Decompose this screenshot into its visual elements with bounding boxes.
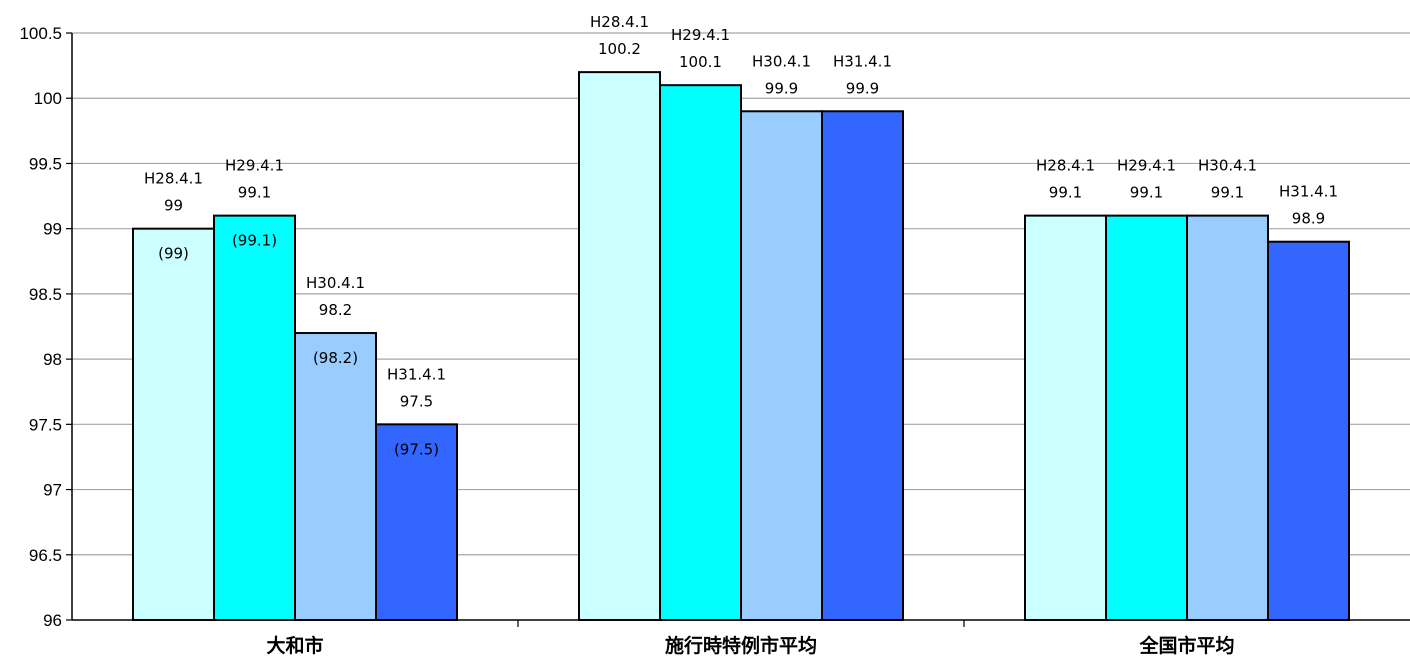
data-label-value: 99.1 <box>1049 184 1082 202</box>
category-label: 施行時特例市平均 <box>665 634 817 657</box>
data-label-date: H31.4.1 <box>833 52 892 70</box>
data-label-value: 97.5 <box>400 392 433 410</box>
data-label-inner: (97.5) <box>394 440 439 458</box>
bar <box>1267 240 1350 621</box>
data-label-value: 99.1 <box>1211 184 1244 202</box>
bar <box>659 84 742 621</box>
data-label-date: H30.4.1 <box>1198 157 1257 175</box>
bar <box>1186 214 1269 621</box>
data-label-value: 98.2 <box>319 301 352 319</box>
bar <box>132 227 215 622</box>
y-tick-label: 98 <box>43 350 62 369</box>
y-tick-label: 98.5 <box>29 285 62 304</box>
axes <box>66 32 1410 627</box>
data-label-date: H28.4.1 <box>590 13 649 31</box>
data-label-date: H28.4.1 <box>144 170 203 188</box>
data-label-value: 98.9 <box>1292 210 1325 228</box>
bar <box>740 110 823 622</box>
data-label-inner: (98.2) <box>313 349 358 367</box>
data-label-date: H29.4.1 <box>225 157 284 175</box>
data-label-value: 99.1 <box>238 184 271 202</box>
y-axis-tick-labels: 96 96.5 97 97.5 98 98.5 99 99.5 100 100.5 <box>19 24 62 630</box>
data-label-value: 99.9 <box>765 79 798 97</box>
bar <box>294 332 377 621</box>
y-tick-label: 96.5 <box>29 546 62 565</box>
y-tick-label: 97.5 <box>29 415 62 434</box>
data-labels: H28.4.1 99 (99) H29.4.1 99.1 (99.1) H30.4.1 98.… <box>144 13 1338 458</box>
data-label-value: 100.1 <box>679 53 722 71</box>
y-tick-label: 99 <box>43 220 62 239</box>
bar <box>375 423 458 622</box>
data-label-value: 99.9 <box>846 79 879 97</box>
bar <box>1105 214 1188 621</box>
y-tick-label: 97 <box>43 481 62 500</box>
bar <box>821 110 904 622</box>
data-label-date: H31.4.1 <box>1279 183 1338 201</box>
category-label: 全国市平均 <box>1138 634 1234 657</box>
y-tick-label: 99.5 <box>29 154 62 173</box>
bar <box>578 71 661 621</box>
data-label-value: 100.2 <box>598 40 641 58</box>
category-labels: 大和市 施行時特例市平均 全国市平均 <box>266 634 1234 657</box>
bars <box>132 71 1350 622</box>
bar <box>213 214 296 621</box>
data-label-date: H29.4.1 <box>1117 157 1176 175</box>
data-label-date: H30.4.1 <box>306 274 365 292</box>
y-tick-label: 96 <box>43 611 62 630</box>
data-label-date: H28.4.1 <box>1036 157 1095 175</box>
bar <box>1024 214 1107 621</box>
data-label-date: H31.4.1 <box>387 365 446 383</box>
y-tick-label: 100 <box>34 89 62 108</box>
data-label-value: 99 <box>164 197 183 215</box>
category-label: 大和市 <box>266 634 323 657</box>
data-label-date: H30.4.1 <box>752 52 811 70</box>
data-label-inner: (99) <box>158 245 189 263</box>
data-label-value: 99.1 <box>1130 184 1163 202</box>
y-tick-label: 100.5 <box>19 24 62 43</box>
data-label-date: H29.4.1 <box>671 26 730 44</box>
data-label-inner: (99.1) <box>232 232 277 250</box>
